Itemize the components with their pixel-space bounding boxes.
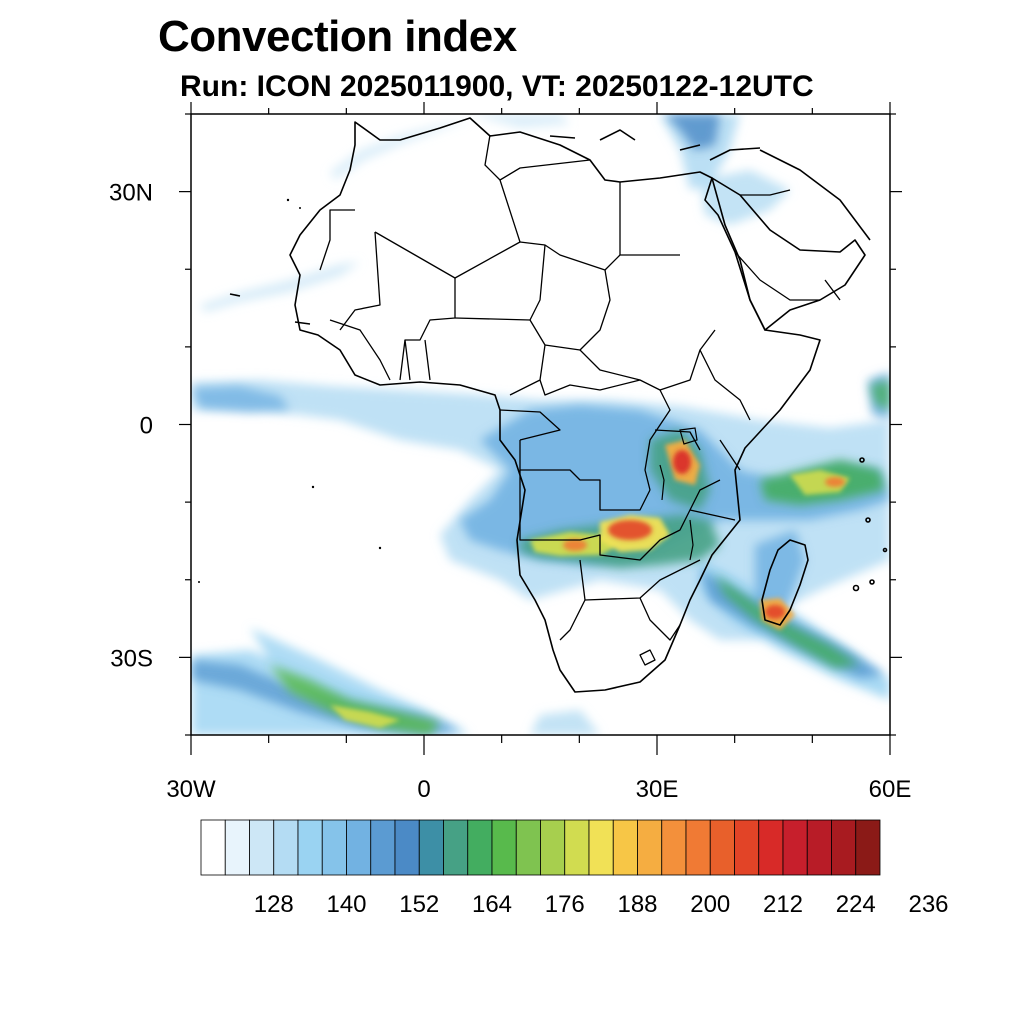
colorbar-label: 188 — [617, 891, 657, 918]
colorbar-label: 140 — [326, 891, 366, 918]
colorbar-box — [831, 819, 857, 876]
colorbar-label: 128 — [254, 891, 294, 918]
colorbar-box — [346, 819, 372, 876]
colorbar-box — [224, 819, 250, 876]
colorbar-box — [637, 819, 663, 876]
colorbar-label: 152 — [399, 891, 439, 918]
lon-tick-label: 30W — [166, 776, 216, 803]
colorbar — [200, 819, 881, 876]
axis-tick-labels: 30N 0 30S 30W 0 30E 60E — [109, 180, 911, 803]
colorbar-box — [418, 819, 444, 876]
colorbar-box — [661, 819, 687, 876]
colorbar-box — [394, 819, 420, 876]
colorbar-label: 164 — [472, 891, 512, 918]
lon-tick-label: 60E — [869, 776, 912, 803]
colorbar-box — [588, 819, 614, 876]
lat-tick-label: 30N — [109, 180, 153, 207]
colorbar-labels: 128 140 152 164 176 188 200 212 224 236 — [254, 891, 949, 918]
colorbar-box — [782, 819, 808, 876]
lakes — [659, 427, 698, 561]
colorbar-label: 224 — [836, 891, 876, 918]
chart-subtitle: Run: ICON 2025011900, VT: 20250122-12UTC — [180, 70, 814, 103]
colorbar-box — [806, 819, 832, 876]
colorbar-box — [297, 819, 323, 876]
colorbar-box — [443, 819, 469, 876]
colorbar-label: 200 — [690, 891, 730, 918]
colorbar-label: 236 — [908, 891, 948, 918]
colorbar-box — [273, 819, 299, 876]
colorbar-box — [249, 819, 275, 876]
colorbar-box — [491, 819, 517, 876]
map-panel — [191, 114, 890, 735]
colorbar-box — [370, 819, 396, 876]
colorbar-box — [564, 819, 590, 876]
colorbar-box — [709, 819, 735, 876]
colorbar-box — [685, 819, 711, 876]
colorbar-box — [758, 819, 784, 876]
colorbar-label: 212 — [763, 891, 803, 918]
colorbar-box — [321, 819, 347, 876]
colorbar-box — [612, 819, 638, 876]
lon-tick-label: 0 — [417, 776, 430, 803]
colorbar-box — [855, 819, 881, 876]
colorbar-box — [200, 819, 226, 876]
colorbar-box — [515, 819, 541, 876]
lat-tick-label: 0 — [140, 413, 153, 440]
convection-field — [192, 114, 890, 735]
colorbar-label: 176 — [545, 891, 585, 918]
axis-ticks — [179, 102, 902, 755]
lat-tick-label: 30S — [110, 645, 153, 672]
lon-tick-label: 30E — [636, 776, 679, 803]
colorbar-box — [540, 819, 566, 876]
chart-title: Convection index — [158, 12, 517, 61]
country-borders — [319, 134, 841, 666]
colorbar-box — [467, 819, 493, 876]
colorbar-box — [734, 819, 760, 876]
